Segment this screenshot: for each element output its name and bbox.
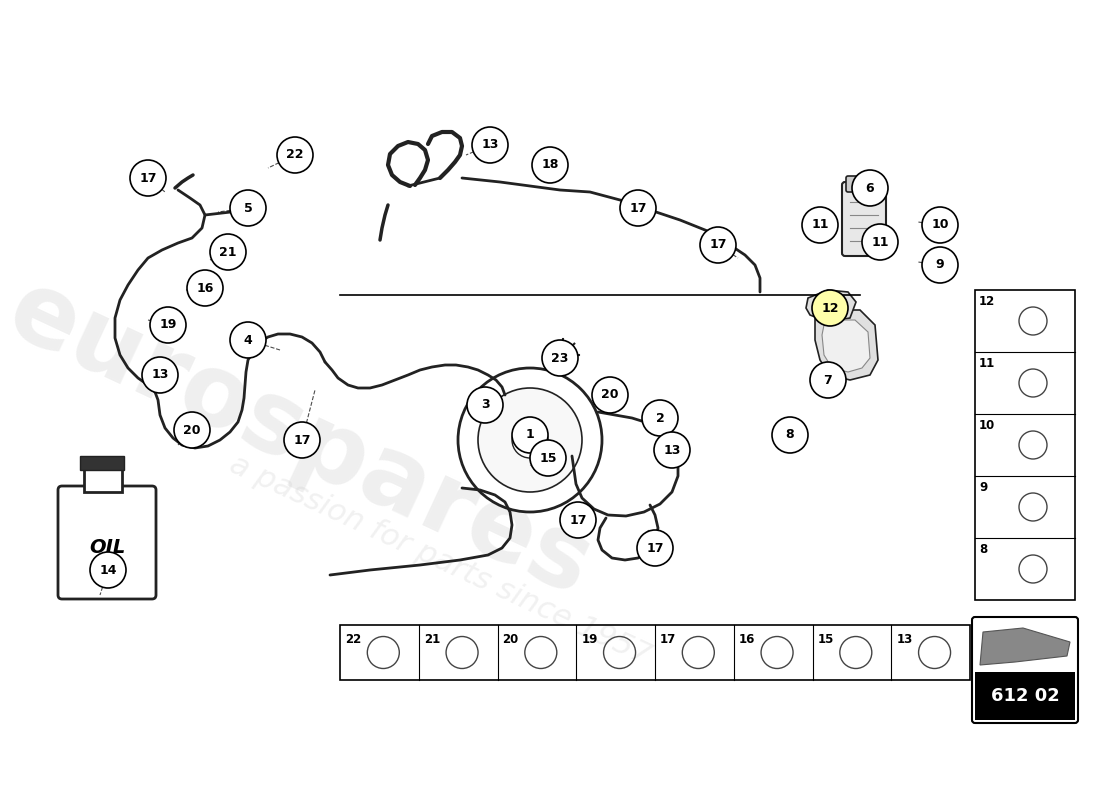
Text: eurospares: eurospares bbox=[0, 262, 607, 618]
Text: 15: 15 bbox=[539, 451, 557, 465]
Text: 13: 13 bbox=[896, 633, 913, 646]
Circle shape bbox=[472, 127, 508, 163]
FancyBboxPatch shape bbox=[58, 486, 156, 599]
Circle shape bbox=[592, 377, 628, 413]
Text: 17: 17 bbox=[294, 434, 310, 446]
Bar bbox=[975, 290, 1075, 600]
Circle shape bbox=[772, 417, 808, 453]
Text: 16: 16 bbox=[196, 282, 213, 294]
Text: 2: 2 bbox=[656, 411, 664, 425]
Circle shape bbox=[620, 190, 656, 226]
Text: 22: 22 bbox=[286, 149, 304, 162]
Text: 17: 17 bbox=[629, 202, 647, 214]
Circle shape bbox=[90, 552, 126, 588]
Polygon shape bbox=[815, 310, 878, 380]
Circle shape bbox=[512, 417, 548, 453]
Circle shape bbox=[210, 234, 246, 270]
Text: 16: 16 bbox=[739, 633, 755, 646]
Circle shape bbox=[530, 440, 566, 476]
Circle shape bbox=[277, 137, 313, 173]
Text: 22: 22 bbox=[345, 633, 361, 646]
Text: 3: 3 bbox=[481, 398, 490, 411]
Text: 11: 11 bbox=[979, 357, 996, 370]
Circle shape bbox=[862, 224, 898, 260]
Circle shape bbox=[187, 270, 223, 306]
Circle shape bbox=[922, 207, 958, 243]
Text: 18: 18 bbox=[541, 158, 559, 171]
FancyBboxPatch shape bbox=[842, 182, 886, 256]
Text: 17: 17 bbox=[647, 542, 663, 554]
Text: 19: 19 bbox=[581, 633, 597, 646]
Text: 20: 20 bbox=[184, 423, 200, 437]
Polygon shape bbox=[980, 628, 1070, 665]
Text: 5: 5 bbox=[243, 202, 252, 214]
Circle shape bbox=[150, 307, 186, 343]
Text: 8: 8 bbox=[979, 543, 988, 556]
Polygon shape bbox=[806, 290, 856, 322]
Circle shape bbox=[700, 227, 736, 263]
Text: 10: 10 bbox=[932, 218, 948, 231]
Bar bbox=[340, 625, 970, 680]
Circle shape bbox=[852, 170, 888, 206]
Text: 12: 12 bbox=[822, 302, 838, 314]
Text: 4: 4 bbox=[243, 334, 252, 346]
Circle shape bbox=[532, 147, 568, 183]
Circle shape bbox=[230, 190, 266, 226]
Circle shape bbox=[922, 247, 958, 283]
Circle shape bbox=[810, 362, 846, 398]
Text: 17: 17 bbox=[140, 171, 156, 185]
Circle shape bbox=[637, 530, 673, 566]
Text: 17: 17 bbox=[710, 238, 727, 251]
FancyBboxPatch shape bbox=[846, 176, 882, 192]
Circle shape bbox=[642, 400, 678, 436]
Polygon shape bbox=[822, 320, 870, 372]
Text: 21: 21 bbox=[219, 246, 236, 258]
Text: 19: 19 bbox=[160, 318, 177, 331]
Bar bbox=[80, 456, 124, 470]
Circle shape bbox=[654, 432, 690, 468]
Text: 8: 8 bbox=[785, 429, 794, 442]
Text: 13: 13 bbox=[482, 138, 498, 151]
Circle shape bbox=[130, 160, 166, 196]
Text: 9: 9 bbox=[936, 258, 944, 271]
Text: 14: 14 bbox=[99, 563, 117, 577]
Circle shape bbox=[478, 388, 582, 492]
Circle shape bbox=[512, 422, 548, 458]
Text: 17: 17 bbox=[660, 633, 676, 646]
Circle shape bbox=[284, 422, 320, 458]
Text: 9: 9 bbox=[979, 481, 988, 494]
Text: 11: 11 bbox=[812, 218, 828, 231]
Text: 15: 15 bbox=[817, 633, 834, 646]
Bar bbox=[84, 468, 122, 492]
Circle shape bbox=[174, 412, 210, 448]
Text: OIL: OIL bbox=[89, 538, 125, 557]
Text: 13: 13 bbox=[663, 443, 681, 457]
Circle shape bbox=[142, 357, 178, 393]
Circle shape bbox=[468, 387, 503, 423]
Circle shape bbox=[802, 207, 838, 243]
Circle shape bbox=[458, 368, 602, 512]
Text: 21: 21 bbox=[424, 633, 440, 646]
Text: 20: 20 bbox=[602, 389, 618, 402]
Text: 20: 20 bbox=[503, 633, 519, 646]
Text: a passion for parts since 1957: a passion for parts since 1957 bbox=[226, 450, 654, 670]
Text: 23: 23 bbox=[551, 351, 569, 365]
Text: 612 02: 612 02 bbox=[991, 687, 1059, 705]
Circle shape bbox=[812, 290, 848, 326]
Text: 13: 13 bbox=[152, 369, 168, 382]
Circle shape bbox=[542, 340, 578, 376]
Circle shape bbox=[230, 322, 266, 358]
Text: 1: 1 bbox=[526, 429, 535, 442]
Bar bbox=[975, 672, 1075, 720]
Text: 7: 7 bbox=[824, 374, 833, 386]
Circle shape bbox=[560, 502, 596, 538]
Text: 6: 6 bbox=[866, 182, 874, 194]
Text: 10: 10 bbox=[979, 419, 996, 432]
FancyBboxPatch shape bbox=[972, 617, 1078, 723]
Text: 11: 11 bbox=[871, 235, 889, 249]
Text: 17: 17 bbox=[570, 514, 586, 526]
Text: 12: 12 bbox=[979, 295, 996, 308]
Circle shape bbox=[551, 343, 575, 367]
